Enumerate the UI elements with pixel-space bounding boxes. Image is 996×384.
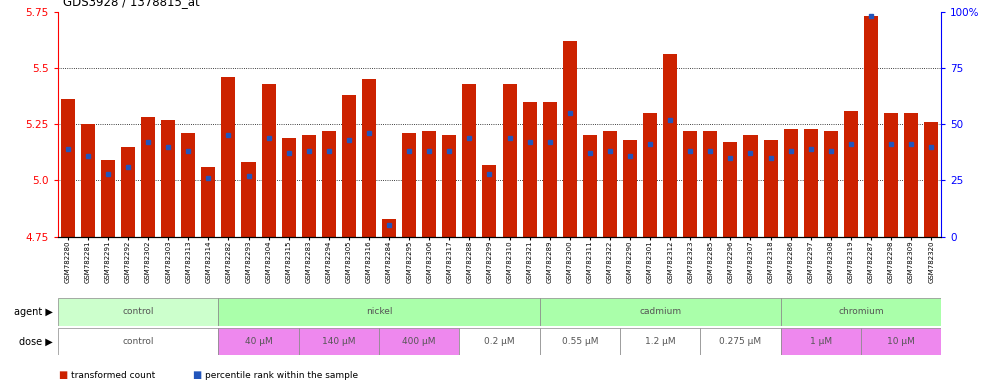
Bar (924, 122, 938, 237)
Bar (218, 298, 540, 326)
Text: control: control (123, 307, 153, 316)
Bar (503, 84, 517, 237)
Bar (781, 298, 941, 326)
Bar (241, 162, 256, 237)
Bar (81, 124, 95, 237)
Bar (844, 111, 858, 237)
Bar (663, 54, 677, 237)
Bar (543, 101, 557, 237)
Bar (864, 16, 877, 237)
Text: dose ▶: dose ▶ (19, 336, 53, 346)
Text: percentile rank within the sample: percentile rank within the sample (205, 371, 359, 380)
Bar (181, 133, 195, 237)
Text: 1.2 μM: 1.2 μM (644, 337, 675, 346)
Bar (462, 84, 476, 237)
Bar (804, 129, 818, 237)
Bar (299, 328, 379, 355)
Bar (201, 167, 215, 237)
Text: chromium: chromium (838, 307, 883, 316)
Text: 400 μM: 400 μM (402, 337, 436, 346)
Bar (861, 328, 941, 355)
Text: ■: ■ (192, 370, 201, 380)
Bar (620, 328, 700, 355)
Bar (583, 135, 597, 237)
Bar (700, 328, 781, 355)
Bar (322, 131, 336, 237)
Bar (218, 328, 299, 355)
Text: agent ▶: agent ▶ (14, 307, 53, 317)
Bar (61, 99, 75, 237)
Bar (781, 328, 861, 355)
Bar (342, 95, 356, 237)
Bar (703, 131, 717, 237)
Text: 0.275 μM: 0.275 μM (719, 337, 762, 346)
Text: nickel: nickel (366, 307, 392, 316)
Bar (402, 133, 416, 237)
Bar (122, 147, 135, 237)
Bar (58, 328, 218, 355)
Bar (603, 131, 617, 237)
Bar (379, 328, 459, 355)
Text: 140 μM: 140 μM (322, 337, 356, 346)
Text: 1 μM: 1 μM (810, 337, 832, 346)
Bar (362, 79, 376, 237)
Bar (101, 160, 115, 237)
Text: cadmium: cadmium (639, 307, 681, 316)
Bar (540, 328, 620, 355)
Bar (282, 137, 296, 237)
Text: 0.2 μM: 0.2 μM (484, 337, 515, 346)
Bar (141, 117, 155, 237)
Bar (743, 135, 758, 237)
Bar (58, 298, 218, 326)
Bar (302, 135, 316, 237)
Bar (482, 164, 496, 237)
Bar (221, 77, 235, 237)
Bar (723, 142, 737, 237)
Bar (262, 84, 276, 237)
Text: GDS3928 / 1378815_at: GDS3928 / 1378815_at (63, 0, 199, 8)
Text: 40 μM: 40 μM (245, 337, 273, 346)
Bar (764, 140, 778, 237)
Bar (422, 131, 436, 237)
Text: 0.55 μM: 0.55 μM (562, 337, 598, 346)
Bar (884, 113, 898, 237)
Bar (824, 131, 838, 237)
Bar (523, 101, 537, 237)
Text: control: control (123, 337, 153, 346)
Bar (442, 135, 456, 237)
Text: transformed count: transformed count (71, 371, 155, 380)
Bar (683, 131, 697, 237)
Bar (643, 113, 657, 237)
Bar (904, 113, 918, 237)
Bar (161, 119, 175, 237)
Bar (784, 129, 798, 237)
Bar (540, 298, 781, 326)
Bar (382, 218, 396, 237)
Text: 10 μM: 10 μM (887, 337, 915, 346)
Bar (459, 328, 540, 355)
Bar (563, 41, 577, 237)
Bar (622, 140, 637, 237)
Text: ■: ■ (58, 370, 67, 380)
